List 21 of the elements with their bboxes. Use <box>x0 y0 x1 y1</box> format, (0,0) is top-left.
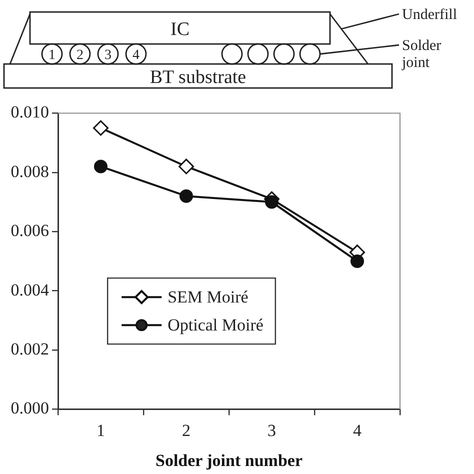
point <box>350 254 364 268</box>
point <box>178 158 194 174</box>
point <box>265 195 278 209</box>
x-tick-label: 1 <box>96 420 105 440</box>
text: Solder joint <box>401 38 442 71</box>
y-tick-label: 0.002 <box>10 339 49 358</box>
text: Underfill <box>402 7 457 23</box>
y-tick-label: 0.006 <box>10 221 49 240</box>
x-axis-title: Solder joint number <box>155 451 303 470</box>
x-tick-label: 2 <box>182 420 190 440</box>
point <box>94 160 108 174</box>
point <box>180 189 193 203</box>
y-tick-label: 0.010 <box>10 102 49 122</box>
y-tick-label: 0.008 <box>10 162 49 181</box>
x-tick-label: 4 <box>353 420 362 440</box>
y-tick-label: 0.000 <box>10 398 49 418</box>
y-tick-label: 0.004 <box>10 280 50 300</box>
legend-label: SEM Moiré <box>168 288 248 307</box>
point <box>93 120 108 136</box>
x-tick-label: 3 <box>268 420 276 440</box>
legend-label: Optical Moiré <box>168 316 264 335</box>
